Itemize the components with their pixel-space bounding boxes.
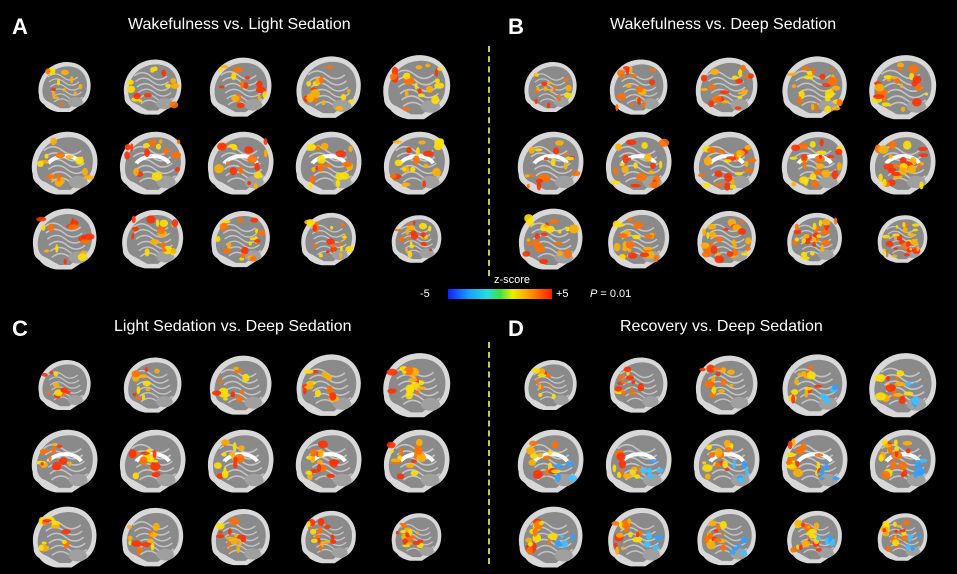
colorbar-max-label: +5 [556, 288, 569, 300]
brain-slice [774, 496, 854, 572]
brain-slice [510, 344, 590, 420]
brain-slice [774, 46, 854, 122]
panel-title-a: Wakefulness vs. Light Sedation [128, 16, 351, 33]
brain-slice [24, 198, 104, 274]
brain-slice [200, 420, 280, 496]
brain-slice [112, 46, 192, 122]
panel-title-b: Wakefulness vs. Deep Sedation [610, 16, 837, 33]
brain-slice [200, 46, 280, 122]
brain-slice [112, 496, 192, 572]
brain-slice [288, 198, 368, 274]
brain-slice [200, 122, 280, 198]
brain-slice [598, 122, 678, 198]
brain-slice [598, 344, 678, 420]
brain-slice [24, 420, 104, 496]
brain-slice [686, 198, 766, 274]
brain-slice [112, 420, 192, 496]
brain-slice [288, 420, 368, 496]
brain-slice [862, 344, 942, 420]
brain-slice [288, 496, 368, 572]
panel-letter-d: D [508, 316, 524, 341]
colorbar-title: z-score [493, 274, 531, 286]
colorbar-legend: z-score -5 +5 P = 0.01 [420, 274, 631, 304]
brain-slice [686, 496, 766, 572]
brain-slice [774, 122, 854, 198]
brain-slice [598, 198, 678, 274]
brain-slice [598, 46, 678, 122]
brain-slice [288, 46, 368, 122]
panel-letter-c: C [12, 316, 28, 341]
brain-slice [24, 122, 104, 198]
colorbar-gradient [448, 289, 552, 299]
brain-slice [200, 344, 280, 420]
panel-a: A Wakefulness vs. Light Sedation [0, 0, 478, 280]
brain-slice [24, 46, 104, 122]
colorbar-min-label: -5 [420, 288, 430, 300]
panel-c: C Light Sedation vs. Deep Sedation [0, 0, 478, 574]
divider-bottom [488, 342, 490, 564]
brain-slice [376, 420, 456, 496]
brain-slice [376, 122, 456, 198]
brain-slice [24, 496, 104, 572]
brain-slice [686, 46, 766, 122]
brain-slice [510, 122, 590, 198]
brain-slice [200, 496, 280, 572]
brain-slice [200, 198, 280, 274]
brain-slice [510, 420, 590, 496]
panel-title-d: Recovery vs. Deep Sedation [620, 318, 823, 335]
panel-b: B Wakefulness vs. Deep Sedation [0, 0, 957, 280]
brain-slice [510, 198, 590, 274]
brain-slice [288, 122, 368, 198]
brain-slice [24, 344, 104, 420]
brain-slice [862, 122, 942, 198]
brain-slice [774, 198, 854, 274]
brain-slice [112, 344, 192, 420]
brain-slice [510, 496, 590, 572]
brain-slice [686, 420, 766, 496]
brain-slice [376, 344, 456, 420]
panel-letter-a: A [12, 14, 28, 39]
brain-slice [376, 496, 456, 572]
brain-slice [774, 344, 854, 420]
brain-slice [288, 344, 368, 420]
divider-top [488, 46, 490, 276]
brain-slice [774, 420, 854, 496]
brain-slice [376, 46, 456, 122]
brain-slice [598, 496, 678, 572]
brain-slice [862, 46, 942, 122]
p-value-label: P = 0.01 [590, 288, 631, 300]
panel-letter-b: B [508, 14, 524, 39]
brain-slice [376, 198, 456, 274]
brain-slice [112, 198, 192, 274]
brain-slice [510, 46, 590, 122]
p-symbol: P [590, 288, 598, 300]
brain-slice [598, 420, 678, 496]
brain-slice [862, 198, 942, 274]
brain-slice [686, 344, 766, 420]
panel-title-c: Light Sedation vs. Deep Sedation [114, 318, 352, 335]
p-value: = 0.01 [597, 288, 632, 300]
brain-slice [112, 122, 192, 198]
brain-slice [862, 496, 942, 572]
brain-slice [862, 420, 942, 496]
brain-slice [686, 122, 766, 198]
